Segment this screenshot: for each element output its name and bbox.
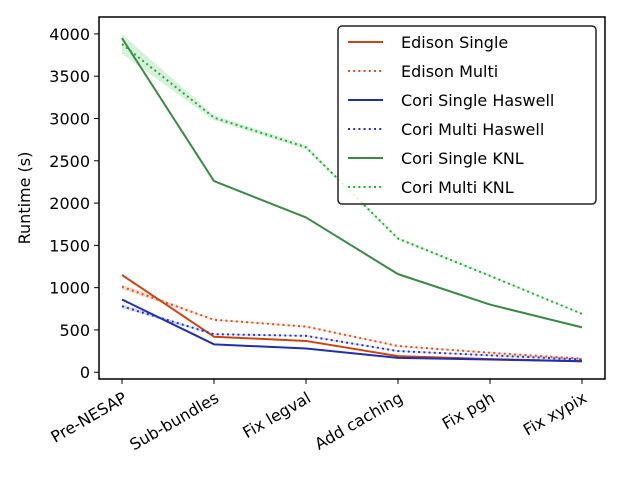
- y-axis-label: Runtime (s): [15, 152, 34, 245]
- y-tick-label: 1000: [49, 279, 90, 298]
- x-tick-label: Sub-bundles: [126, 388, 222, 454]
- legend-label: Edison Multi: [401, 62, 498, 81]
- legend-label: Edison Single: [401, 33, 508, 52]
- legend: Edison Single Edison Multi Cori Single Has…: [337, 25, 597, 205]
- x-tick-label: Fix legval: [239, 388, 314, 442]
- plot-frame: [98, 16, 606, 380]
- y-tick-label: 2500: [49, 152, 90, 171]
- x-tick-label: Add caching: [311, 388, 406, 454]
- x-tick-label: Fix xypix: [520, 388, 590, 439]
- x-tick-label: Fix pgh: [439, 388, 498, 433]
- y-tick-label: 1500: [49, 236, 90, 255]
- legend-label: Cori Single KNL: [401, 149, 524, 168]
- y-tick-label: 4000: [49, 25, 90, 44]
- y-tick-label: 2000: [49, 194, 90, 213]
- x-tick-label: Pre-NESAP: [47, 388, 130, 447]
- y-tick-label: 500: [59, 321, 90, 340]
- y-axis-ticks: 0 500 1000 1500 2000 2500 3000 3500 4000: [49, 25, 99, 382]
- legend-label: Cori Multi Haswell: [401, 120, 544, 139]
- legend-label: Cori Multi KNL: [401, 178, 514, 197]
- series-lines: [121, 37, 583, 363]
- series-line: [121, 305, 583, 361]
- legend-label: Cori Single Haswell: [401, 91, 554, 110]
- y-tick-label: 0: [80, 363, 90, 382]
- y-tick-label: 3000: [49, 109, 90, 128]
- series-line: [121, 274, 583, 363]
- series-line: [121, 298, 583, 363]
- y-tick-label: 3500: [49, 67, 90, 86]
- series-line: [121, 285, 583, 360]
- legend-frame: [337, 25, 597, 205]
- series-line: [121, 37, 583, 329]
